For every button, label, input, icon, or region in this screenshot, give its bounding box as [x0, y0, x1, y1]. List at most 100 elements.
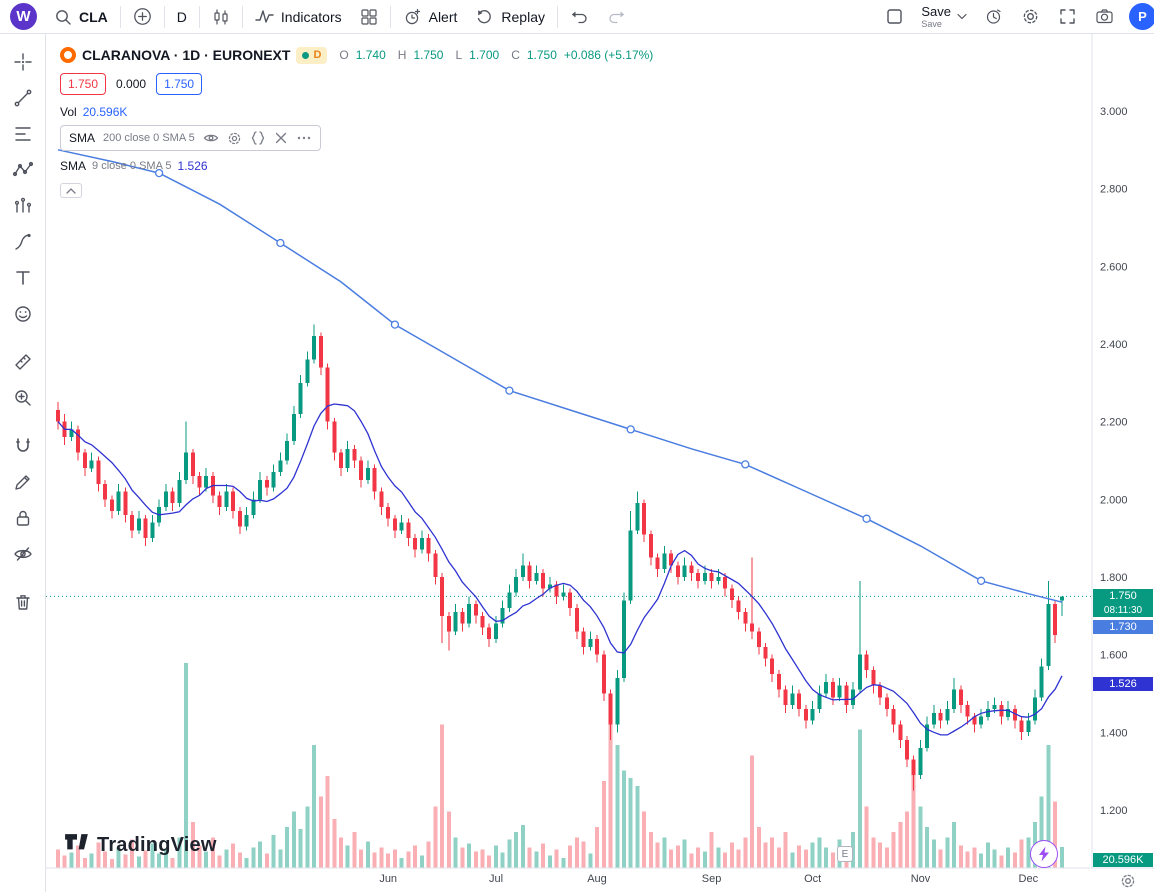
price-axis[interactable]: 3.000 2.800 2.600 2.400 2.200 2.000 1.800 1.600… — [1091, 34, 1128, 868]
svg-text:2.800: 2.800 — [1100, 184, 1128, 196]
save-label: Save — [921, 3, 951, 19]
price-chart[interactable]: 3.000 2.800 2.600 2.400 2.200 2.000 1.800 1.600… — [46, 34, 1154, 892]
replay-button[interactable]: Replay — [466, 3, 554, 31]
sma200-handle[interactable] — [862, 514, 871, 523]
user-avatar[interactable]: P — [1129, 3, 1154, 30]
divider — [389, 5, 391, 28]
forecast-tool-button[interactable] — [5, 188, 41, 224]
symbol-search-button[interactable]: CLA — [45, 3, 117, 31]
clock-icon — [984, 7, 1003, 26]
sma200-handle[interactable] — [976, 576, 986, 585]
time-axis[interactable]: Jun Jul Aug Sep Oct Nov Dec — [46, 867, 1154, 885]
lock-icon — [16, 510, 29, 526]
visibility-button[interactable] — [203, 130, 219, 146]
gear-icon — [1021, 7, 1040, 26]
sell-button[interactable]: 1.750 — [60, 73, 107, 95]
sma9-value-badge: 1.526 — [1093, 677, 1153, 691]
delayed-letter: D — [313, 49, 322, 61]
hide-drawings-tool-button[interactable] — [5, 536, 41, 572]
sma9-legend[interactable]: SMA 9 close 0 SMA 5 1.526 — [60, 158, 653, 174]
remove-indicator-button[interactable] — [274, 131, 288, 145]
magnet-tool-button[interactable] — [5, 428, 41, 464]
sma200-handle[interactable] — [505, 386, 514, 395]
interval-label: D — [176, 8, 187, 25]
platform-logo[interactable]: W — [10, 3, 37, 30]
layout-button[interactable] — [876, 3, 913, 31]
open-value: 1.740 — [355, 48, 386, 62]
session-clock-button[interactable] — [975, 3, 1012, 31]
lightning-icon — [1039, 846, 1049, 862]
tradingview-logo[interactable]: TradingView — [64, 833, 217, 857]
high-label: H — [397, 48, 407, 62]
sma200-handle[interactable] — [276, 238, 285, 248]
pattern-tool-button[interactable] — [5, 152, 41, 188]
lock-drawings-tool-button[interactable] — [5, 500, 41, 536]
edit-drawings-tool-button[interactable] — [5, 464, 41, 500]
settings-button[interactable] — [1012, 3, 1049, 31]
svg-text:1.400: 1.400 — [1100, 727, 1128, 739]
divider — [119, 5, 121, 28]
svg-text:Aug: Aug — [587, 873, 607, 885]
save-button[interactable]: Save Save — [913, 5, 975, 29]
emoji-tool-button[interactable] — [5, 296, 41, 332]
source-code-button[interactable] — [250, 130, 266, 146]
sma9-params: 9 close 0 SMA 5 — [92, 160, 172, 172]
indicators-label: Indicators — [280, 8, 342, 25]
fullscreen-button[interactable] — [1049, 3, 1086, 31]
sma200-handle[interactable] — [390, 320, 400, 329]
sma200-handle[interactable] — [741, 460, 750, 469]
axis-settings-button[interactable] — [1120, 873, 1136, 889]
redo-button[interactable] — [598, 3, 635, 31]
layout-square-icon — [885, 7, 904, 26]
fib-levels-icon — [14, 127, 31, 141]
high-value: 1.750 — [413, 48, 444, 62]
compare-add-button[interactable] — [124, 3, 161, 31]
buy-button[interactable]: 1.750 — [156, 73, 203, 95]
symbol-legend[interactable]: CLARANOVA · 1D · EURONEXT D O 1.740 H 1.75… — [60, 44, 653, 66]
sma200-handle[interactable] — [626, 425, 635, 434]
replay-icon — [475, 7, 494, 26]
alert-button[interactable]: Alert — [394, 3, 467, 31]
gear-icon — [1121, 874, 1135, 888]
earnings-marker[interactable]: E — [837, 846, 853, 862]
svg-text:2.000: 2.000 — [1100, 494, 1128, 506]
tradingview-wordmark: TradingView — [97, 833, 217, 856]
fib-retracement-tool-button[interactable] — [5, 116, 41, 152]
camera-icon — [1095, 7, 1114, 26]
low-label: L — [455, 48, 463, 62]
trend-line-tool-button[interactable] — [5, 80, 41, 116]
sma9-line[interactable] — [57, 403, 1063, 736]
sma200-line[interactable] — [57, 149, 1063, 603]
zoom-in-tool-button[interactable] — [5, 380, 41, 416]
crosshair-tool-button[interactable] — [5, 44, 41, 80]
forecast-icon — [14, 197, 31, 213]
measure-tool-button[interactable] — [5, 344, 41, 380]
sma200-handle[interactable] — [154, 168, 164, 178]
collapse-legend-button[interactable] — [60, 183, 82, 198]
chart-type-button[interactable] — [203, 3, 239, 31]
indicator-templates-button[interactable] — [351, 3, 387, 31]
volume-legend: Vol 20.596K — [60, 104, 653, 120]
boost-button[interactable] — [1030, 840, 1058, 868]
indicators-button[interactable]: Indicators — [246, 3, 351, 31]
sma200-legend-toolbar[interactable]: SMA 200 close 0 SMA 5 — [60, 125, 321, 151]
more-options-button[interactable] — [296, 131, 312, 145]
screenshot-button[interactable] — [1086, 3, 1123, 31]
last-price-badge: 1.750 — [1093, 589, 1153, 603]
indicator-settings-button[interactable] — [227, 131, 242, 146]
remove-drawings-tool-button[interactable] — [5, 584, 41, 620]
interval-button[interactable]: D — [168, 3, 196, 31]
divider — [198, 5, 200, 28]
svg-text:Dec: Dec — [1019, 873, 1039, 885]
svg-text:1.800: 1.800 — [1100, 572, 1128, 584]
eye-icon — [203, 134, 219, 142]
brush-tool-button[interactable] — [5, 224, 41, 260]
svg-text:Nov: Nov — [911, 873, 931, 885]
undo-button[interactable] — [561, 3, 598, 31]
text-tool-button[interactable] — [5, 260, 41, 296]
svg-text:Oct: Oct — [804, 873, 821, 885]
sma200-name: SMA — [69, 131, 96, 145]
symbol-title: CLARANOVA · 1D · EURONEXT — [82, 47, 291, 63]
trash-icon — [15, 595, 30, 610]
delayed-data-badge[interactable]: D — [296, 46, 328, 64]
